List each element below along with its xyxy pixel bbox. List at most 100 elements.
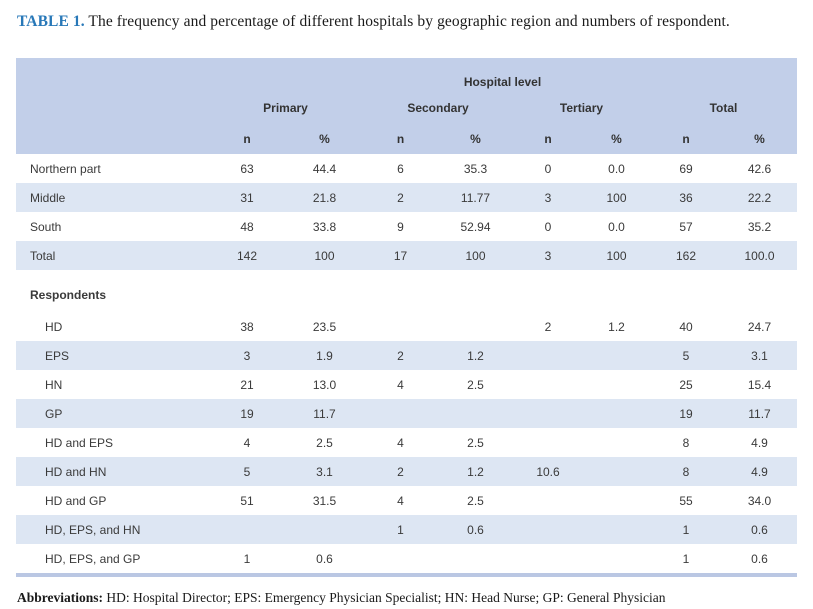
header-group-total: Total [650, 93, 797, 123]
cell-value [513, 399, 583, 428]
cell-value [286, 515, 363, 544]
cell-value: 10.6 [513, 457, 583, 486]
cell-value: 33.8 [312, 219, 337, 234]
cell-value: 1 [682, 551, 690, 566]
cell-value: 35.3 [463, 161, 488, 176]
cell-value [513, 428, 583, 457]
cell-value: 2.5 [316, 435, 333, 450]
cell-value: 5 [650, 341, 722, 370]
table-row: South 48 33.8 9 52.94 0 0.0 57 35.2 [16, 212, 797, 241]
cell-value [513, 341, 583, 370]
cell-value [650, 270, 722, 312]
cell-value: 0.6 [438, 515, 513, 544]
header-group-title: Hospital level [208, 58, 797, 93]
cell-value: 2.5 [467, 493, 484, 508]
table-header: Hospital level Primary Secondary Tertiar… [16, 58, 797, 154]
abbreviations-footnote: Abbreviations: HD: Hospital Director; EP… [17, 590, 797, 606]
cell-value: 24.7 [747, 319, 772, 334]
cell-value [513, 515, 583, 544]
cell-value: 38 [240, 319, 254, 334]
cell-value: 0 [544, 219, 552, 234]
cell-value: 142 [208, 241, 286, 270]
cell-value: 4.9 [751, 435, 768, 450]
table-row: HN 21 13.0 4 2.5 25 15.4 [16, 370, 797, 399]
table-row: HD and GP 51 31.5 4 2.5 55 34.0 [16, 486, 797, 515]
cell-value: 4.9 [722, 457, 797, 486]
cell-value: 2 [363, 341, 438, 370]
header-group-primary: Primary [208, 93, 363, 123]
cell-value: 11.77 [438, 183, 513, 212]
header-row-group-title: Hospital level [16, 58, 797, 93]
abbreviations-text: HD: Hospital Director; EPS: Emergency Ph… [106, 590, 666, 605]
cell-value [363, 544, 438, 573]
table-row: GP 19 11.7 19 11.7 [16, 399, 797, 428]
cell-value: 3.1 [286, 457, 363, 486]
header-subcol-percent: % [286, 123, 363, 154]
cell-value: 25 [679, 377, 693, 392]
cell-value: 4 [397, 435, 404, 450]
cell-value [583, 370, 650, 399]
cell-value: 0 [544, 161, 552, 176]
table-row: HD, EPS, and HN 1 0.6 1 0.6 [16, 515, 797, 544]
cell-value: 55 [679, 493, 693, 508]
table-body: Northern part 63 44.4 6 35.3 0 0.0 69 42.6 Middle… [16, 154, 797, 573]
cell-value: 3 [513, 183, 583, 212]
header-subcol-n: n [513, 123, 583, 154]
row-label: HD and GP [45, 493, 107, 508]
header-row-subcols: n % n % n % n % [16, 123, 797, 154]
cell-value [583, 486, 650, 515]
cell-value: 0.0 [608, 219, 625, 234]
cell-value: 162 [650, 241, 722, 270]
cell-value [208, 270, 286, 312]
cell-value: 0.6 [751, 551, 768, 566]
cell-value [583, 399, 650, 428]
cell-value [583, 270, 650, 312]
table-row: EPS 3 1.9 2 1.2 5 3.1 [16, 341, 797, 370]
data-table: Hospital level Primary Secondary Tertiar… [16, 58, 797, 573]
cell-value: 1 [243, 551, 251, 566]
cell-value [438, 399, 513, 428]
row-label: HD [45, 319, 63, 334]
table-caption-text: The frequency and percentage of differen… [88, 13, 730, 30]
table-bottom-rule [16, 573, 797, 577]
cell-value [363, 312, 438, 341]
cell-value: 51 [240, 493, 254, 508]
header-group-secondary: Secondary [363, 93, 513, 123]
table-row: HD and HN 5 3.1 2 1.2 10.6 8 4.9 [16, 457, 797, 486]
cell-value [438, 312, 513, 341]
cell-value: 2.5 [467, 377, 484, 392]
cell-value [513, 544, 583, 573]
cell-value: 0.0 [608, 161, 625, 176]
cell-value: 100 [438, 241, 513, 270]
header-subcol-percent: % [438, 123, 513, 154]
cell-value: 4 [243, 435, 251, 450]
cell-value: 57 [679, 219, 693, 234]
cell-value [438, 544, 513, 573]
cell-value: 100 [286, 241, 363, 270]
cell-value: 40 [679, 319, 693, 334]
row-label: Middle [16, 183, 208, 212]
row-label: South [30, 219, 62, 234]
cell-value [513, 370, 583, 399]
header-group-tertiary: Tertiary [513, 93, 650, 123]
cell-value: 31 [208, 183, 286, 212]
row-label: HD, EPS, and HN [16, 515, 208, 544]
table-row: Total 142 100 17 100 3 100 162 100.0 [16, 241, 797, 270]
cell-value: 52.94 [460, 219, 491, 234]
cell-value [513, 270, 583, 312]
cell-value: 13.0 [312, 377, 337, 392]
cell-value: 6 [397, 161, 404, 176]
cell-value: 9 [397, 219, 404, 234]
row-label: HD and HN [16, 457, 208, 486]
table-row: Respondents [16, 270, 797, 312]
cell-value: 3 [208, 341, 286, 370]
cell-value [583, 341, 650, 370]
cell-value [286, 270, 363, 312]
cell-value: 1.2 [608, 319, 625, 334]
table-row: HD, EPS, and GP 1 0.6 1 0.6 [16, 544, 797, 573]
cell-value: 2 [544, 319, 552, 334]
table-caption: TABLE 1. The frequency and percentage of… [0, 0, 813, 31]
cell-value: 8 [650, 457, 722, 486]
cell-value [583, 544, 650, 573]
